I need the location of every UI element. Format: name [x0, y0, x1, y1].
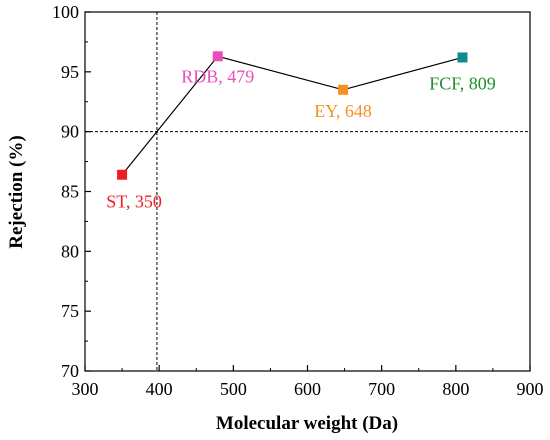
x-tick-label: 900 — [517, 379, 544, 399]
x-tick-label: 600 — [294, 379, 321, 399]
y-tick-label: 70 — [61, 361, 79, 381]
y-tick-label: 85 — [61, 182, 79, 202]
x-tick-label: 400 — [146, 379, 173, 399]
x-axis-ticks: 300 400 500 600 700 800 900 — [72, 365, 544, 399]
point-label: FCF, 809 — [429, 73, 496, 93]
y-axis-ticks: 70 75 80 85 90 95 100 — [52, 2, 91, 381]
data-point-marker — [338, 84, 349, 95]
y-axis-title: Rejection (%) — [6, 135, 27, 248]
x-tick-label: 300 — [72, 379, 99, 399]
x-tick-label: 800 — [442, 379, 469, 399]
y-tick-label: 90 — [61, 122, 79, 142]
y-tick-label: 100 — [52, 2, 79, 22]
y-tick-label: 75 — [61, 301, 79, 321]
series-line — [121, 55, 463, 176]
data-series — [117, 51, 468, 180]
point-label: EY, 648 — [314, 101, 372, 121]
point-label: RDB, 479 — [181, 66, 254, 86]
y-tick-label: 95 — [61, 62, 79, 82]
data-point-marker — [457, 52, 468, 63]
data-point-marker — [212, 51, 223, 62]
data-point-marker — [117, 169, 128, 180]
y-tick-label: 80 — [61, 241, 79, 261]
x-tick-label: 500 — [220, 379, 247, 399]
point-labels: ST, 350 RDB, 479 EY, 648 FCF, 809 — [106, 66, 496, 211]
x-tick-label: 700 — [368, 379, 395, 399]
x-axis-title: Molecular weight (Da) — [216, 413, 398, 434]
reference-lines — [85, 12, 530, 371]
point-label: ST, 350 — [106, 192, 162, 212]
